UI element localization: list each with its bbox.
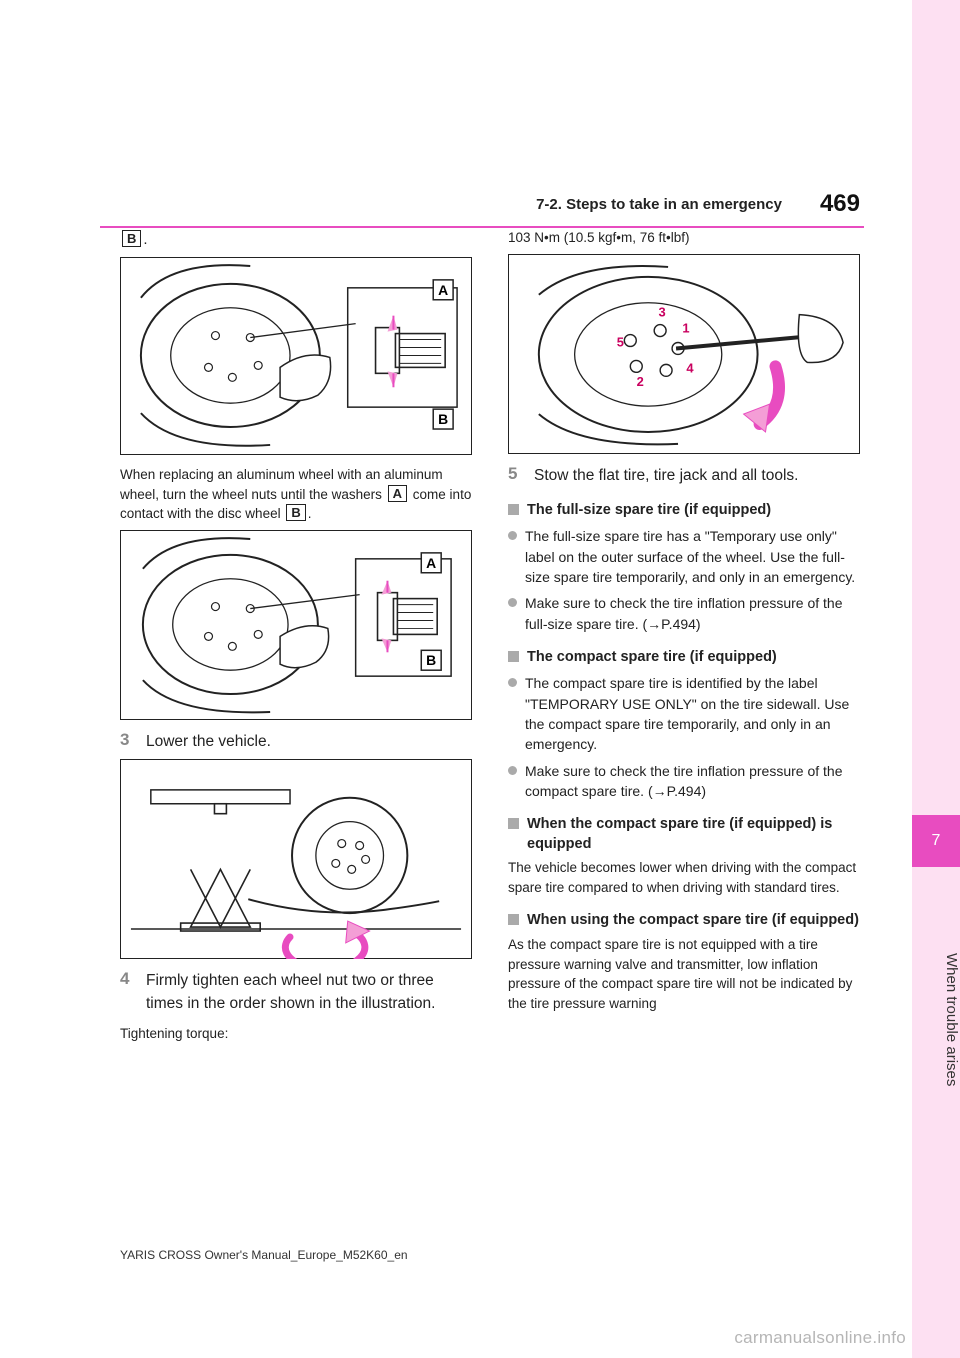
square-marker-icon	[508, 914, 519, 925]
step-4-num: 4	[120, 969, 134, 1016]
step-3: 3 Lower the vehicle.	[120, 730, 472, 753]
heading-using-compact-text: When using the compact spare tire (if eq…	[527, 911, 859, 931]
bullet-compact-2-text: Make sure to check the tire inflation pr…	[525, 761, 860, 802]
fig2-label-b: B	[426, 652, 436, 668]
step-5: 5 Stow the flat tire, tire jack and all …	[508, 464, 860, 487]
bullet-fullsize-1: The full-size spare tire has a "Temporar…	[508, 526, 860, 587]
figure-wheel-nut-aluminum-2: A B	[120, 530, 472, 720]
bullet-compact-1: The compact spare tire is identified by …	[508, 673, 860, 754]
bullet-fullsize-2-text: Make sure to check the tire inflation pr…	[525, 593, 860, 634]
caption-1: When replacing an aluminum wheel with an…	[120, 465, 472, 524]
step-4: 4 Firmly tighten each wheel nut two or t…	[120, 969, 472, 1016]
nut-num-5: 5	[617, 334, 624, 349]
bullet-compact-1-text: The compact spare tire is identified by …	[525, 673, 860, 754]
watermark: carmanualsonline.info	[734, 1328, 906, 1348]
intro-period: .	[143, 231, 147, 248]
step-5-text: Stow the flat tire, tire jack and all to…	[534, 464, 798, 487]
bullet-compact-2: Make sure to check the tire inflation pr…	[508, 761, 860, 802]
para-compact-equipped: The vehicle becomes lower when driving w…	[508, 858, 860, 897]
step-3-num: 3	[120, 730, 134, 753]
step-5-num: 5	[508, 464, 522, 487]
section-title: 7-2. Steps to take in an emergency	[536, 196, 782, 213]
bullet-fullsize-2: Make sure to check the tire inflation pr…	[508, 593, 860, 634]
page-number: 469	[820, 190, 860, 218]
heading-fullsize-spare: The full-size spare tire (if equipped)	[508, 501, 860, 521]
chapter-label: When trouble arises	[912, 890, 960, 1150]
fig1-label-b: B	[438, 411, 448, 427]
bullet-icon	[508, 678, 517, 687]
heading-compact-equipped-text: When the compact spare tire (if equipped…	[527, 815, 860, 854]
figure-lower-vehicle	[120, 759, 472, 959]
bullet-icon	[508, 766, 517, 775]
page-header: 7-2. Steps to take in an emergency 469	[120, 196, 860, 226]
right-column: 103 N•m (10.5 kgf•m, 76 ft•lbf) 1	[508, 228, 860, 1015]
nut-num-4: 4	[686, 360, 694, 375]
bullet-icon	[508, 598, 517, 607]
square-marker-icon	[508, 504, 519, 515]
step-4-text: Firmly tighten each wheel nut two or thr…	[146, 969, 472, 1016]
nut-num-2: 2	[637, 374, 644, 389]
figure-wheel-nut-aluminum-1: A B	[120, 257, 472, 455]
heading-compact-spare: The compact spare tire (if equipped)	[508, 648, 860, 668]
para-using-compact: As the compact spare tire is not equippe…	[508, 935, 860, 1013]
fig2-label-a: A	[426, 555, 436, 571]
sidebar-band	[912, 0, 960, 1358]
boxed-letter-b: B	[122, 230, 141, 247]
chapter-tab: 7	[912, 815, 960, 867]
torque-value: 103 N•m (10.5 kgf•m, 76 ft•lbf)	[508, 228, 860, 248]
heading-using-compact: When using the compact spare tire (if eq…	[508, 911, 860, 931]
figure-tighten-order: 1 2 3 4 5	[508, 254, 860, 454]
nut-num-3: 3	[659, 304, 666, 319]
caption1-box-a: A	[388, 485, 407, 502]
nut-num-1: 1	[682, 320, 689, 335]
heading-fullsize-spare-text: The full-size spare tire (if equipped)	[527, 501, 771, 521]
fig1-label-a: A	[438, 282, 448, 298]
bullet-icon	[508, 531, 517, 540]
square-marker-icon	[508, 651, 519, 662]
bullet-fullsize-1-text: The full-size spare tire has a "Temporar…	[525, 526, 860, 587]
caption1-box-b: B	[286, 504, 305, 521]
heading-compact-equipped: When the compact spare tire (if equipped…	[508, 815, 860, 854]
step-3-text: Lower the vehicle.	[146, 730, 271, 753]
torque-label: Tightening torque:	[120, 1024, 472, 1044]
caption1-c: .	[308, 506, 312, 521]
footer-text: YARIS CROSS Owner's Manual_Europe_M52K60…	[120, 1248, 408, 1262]
heading-compact-spare-text: The compact spare tire (if equipped)	[527, 648, 777, 668]
intro-line: B.	[120, 228, 472, 251]
left-column: B.	[120, 228, 472, 1043]
square-marker-icon	[508, 818, 519, 829]
